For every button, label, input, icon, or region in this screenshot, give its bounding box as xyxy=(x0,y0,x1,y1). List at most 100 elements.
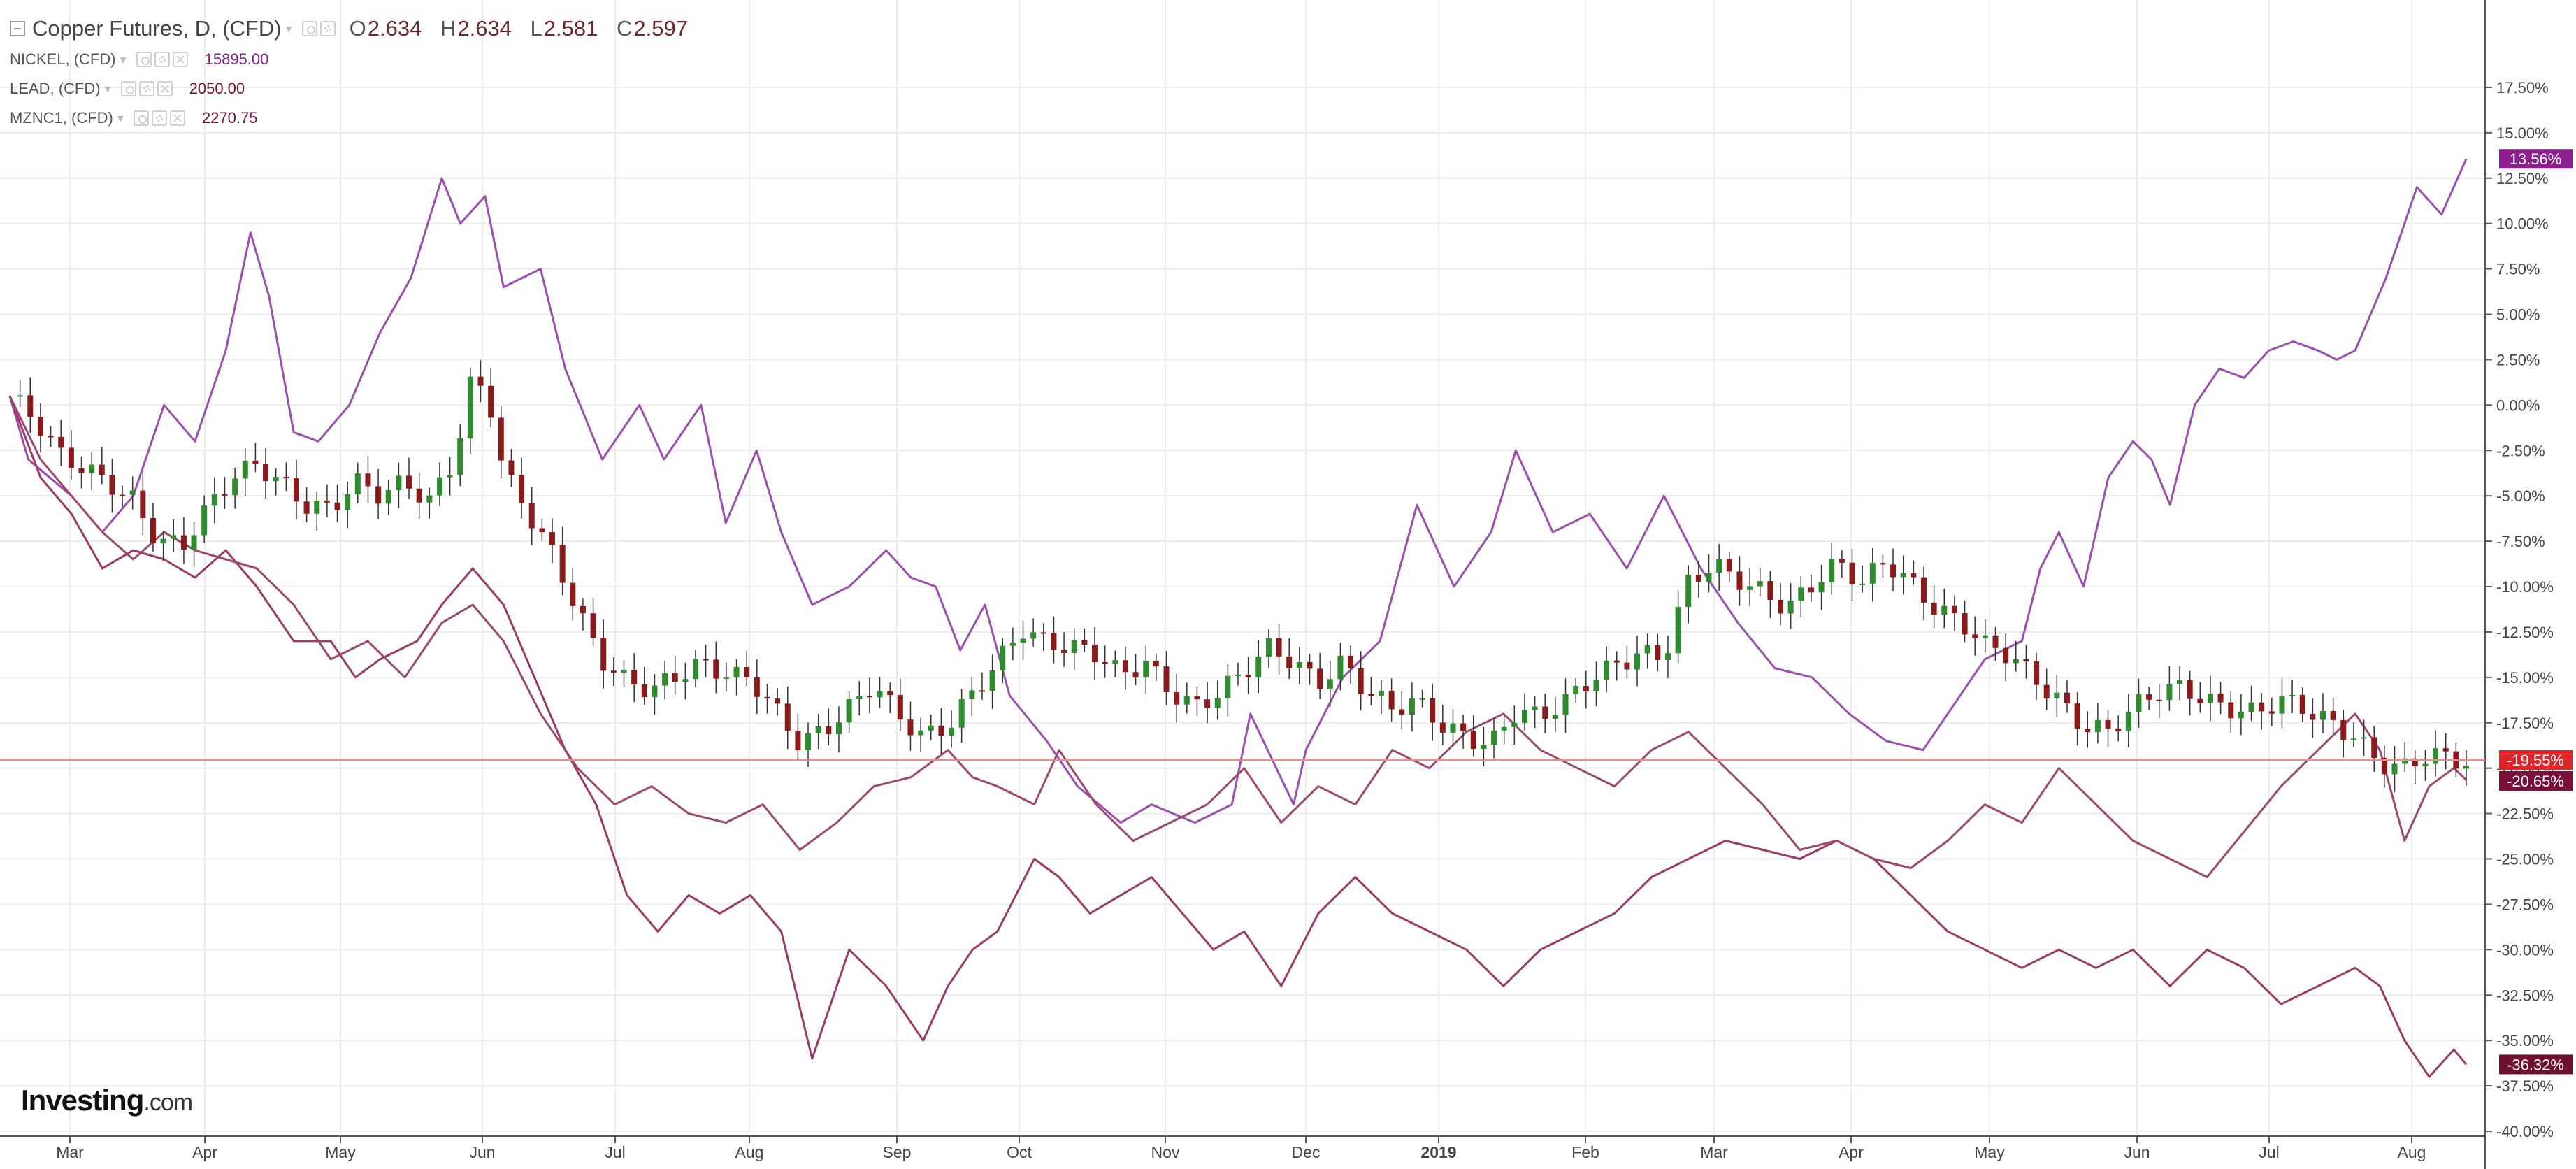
candle-body[interactable] xyxy=(498,417,504,461)
candle-body[interactable] xyxy=(78,468,85,473)
candle-body[interactable] xyxy=(1183,696,1190,705)
candle-body[interactable] xyxy=(1593,680,1599,691)
candle-body[interactable] xyxy=(2187,680,2193,699)
candle-body[interactable] xyxy=(1859,583,1866,585)
candle-body[interactable] xyxy=(2136,694,2142,712)
candle-body[interactable] xyxy=(1664,653,1671,660)
candle-body[interactable] xyxy=(1163,666,1170,692)
candle-body[interactable] xyxy=(345,494,351,510)
candle-body[interactable] xyxy=(1552,715,1558,719)
candle-body[interactable] xyxy=(1624,662,1630,670)
candle-body[interactable] xyxy=(2310,713,2316,720)
candle-body[interactable] xyxy=(775,698,781,704)
candle-body[interactable] xyxy=(2402,758,2408,764)
candle-body[interactable] xyxy=(171,535,177,539)
gear-icon[interactable] xyxy=(154,52,170,67)
candle-body[interactable] xyxy=(293,478,299,502)
candle-body[interactable] xyxy=(426,495,433,503)
candle-body[interactable] xyxy=(2361,737,2367,739)
candle-body[interactable] xyxy=(1941,605,1948,615)
candle-body[interactable] xyxy=(600,638,607,671)
candle-body[interactable] xyxy=(866,696,872,698)
candle-body[interactable] xyxy=(1102,662,1108,664)
candle-body[interactable] xyxy=(580,605,586,614)
candle-body[interactable] xyxy=(539,528,545,533)
candle-body[interactable] xyxy=(1787,601,1794,614)
candle-body[interactable] xyxy=(662,673,668,686)
candle-body[interactable] xyxy=(754,677,760,697)
candle-body[interactable] xyxy=(1900,573,1906,578)
candle-body[interactable] xyxy=(835,722,842,735)
candle-body[interactable] xyxy=(1716,559,1722,573)
chevron-down-icon[interactable]: ▾ xyxy=(104,81,111,96)
candle-body[interactable] xyxy=(1225,675,1231,698)
candle-body[interactable] xyxy=(713,659,719,679)
candle-body[interactable] xyxy=(1040,632,1046,634)
eye-icon[interactable] xyxy=(120,81,136,96)
candle-body[interactable] xyxy=(795,731,801,751)
candle-body[interactable] xyxy=(2320,710,2326,720)
close-icon[interactable] xyxy=(169,110,185,126)
legend-overlay-nickel[interactable]: NICKEL, (CFD) ▾ 15895.00 xyxy=(10,45,700,74)
candle-body[interactable] xyxy=(1132,672,1139,677)
candle-body[interactable] xyxy=(1521,710,1527,723)
candle-body[interactable] xyxy=(1112,660,1118,664)
candle-body[interactable] xyxy=(2094,719,2101,733)
candle-body[interactable] xyxy=(467,376,473,438)
candle-body[interactable] xyxy=(1194,696,1200,700)
candle-body[interactable] xyxy=(1214,698,1221,708)
candle-body[interactable] xyxy=(590,613,596,638)
candle-body[interactable] xyxy=(1265,638,1272,657)
candle-body[interactable] xyxy=(1204,699,1211,708)
candle-body[interactable] xyxy=(1920,577,1927,603)
candle-body[interactable] xyxy=(2023,659,2029,662)
candle-body[interactable] xyxy=(1348,655,1354,668)
candle-body[interactable] xyxy=(2217,693,2224,703)
series-line-nickel[interactable] xyxy=(8,158,2468,824)
candle-body[interactable] xyxy=(48,436,54,438)
candle-body[interactable] xyxy=(733,666,740,677)
candle-body[interactable] xyxy=(1481,745,1487,750)
candle-body[interactable] xyxy=(1450,723,1456,733)
candle-body[interactable] xyxy=(1644,645,1650,654)
candle-body[interactable] xyxy=(784,703,791,731)
eye-icon[interactable] xyxy=(133,110,149,126)
candle-body[interactable] xyxy=(354,473,361,494)
candle-body[interactable] xyxy=(1020,638,1026,643)
candle-body[interactable] xyxy=(2463,766,2469,769)
candle-body[interactable] xyxy=(897,695,903,720)
candle-body[interactable] xyxy=(2422,763,2429,767)
candle-body[interactable] xyxy=(140,490,146,518)
candle-body[interactable] xyxy=(744,666,750,677)
candle-body[interactable] xyxy=(2330,710,2336,720)
candle-body[interactable] xyxy=(2013,659,2019,664)
candle-body[interactable] xyxy=(1419,698,1425,700)
candle-body[interactable] xyxy=(1071,640,1077,653)
candle-body[interactable] xyxy=(2248,702,2254,712)
candle-body[interactable] xyxy=(314,500,320,514)
candle-body[interactable] xyxy=(610,670,617,673)
candle-body[interactable] xyxy=(2433,748,2439,764)
candle-body[interactable] xyxy=(2228,702,2234,719)
candle-body[interactable] xyxy=(1276,638,1282,657)
candle-body[interactable] xyxy=(99,464,105,475)
candle-body[interactable] xyxy=(641,684,647,698)
candle-body[interactable] xyxy=(764,696,770,699)
candle-body[interactable] xyxy=(1757,581,1763,587)
candle-body[interactable] xyxy=(1460,723,1467,731)
candle-body[interactable] xyxy=(519,475,525,503)
candle-body[interactable] xyxy=(692,659,698,680)
candle-body[interactable] xyxy=(1368,694,1374,696)
candle-body[interactable] xyxy=(1235,674,1241,676)
candle-body[interactable] xyxy=(180,535,187,550)
candle-body[interactable] xyxy=(1982,635,1988,638)
candle-body[interactable] xyxy=(907,719,914,736)
candle-body[interactable] xyxy=(1736,571,1743,590)
candle-body[interactable] xyxy=(1122,660,1128,673)
eye-icon[interactable] xyxy=(136,52,152,67)
candle-body[interactable] xyxy=(2003,647,2009,664)
candle-body[interactable] xyxy=(682,679,689,682)
candle-body[interactable] xyxy=(2177,680,2183,684)
candle-body[interactable] xyxy=(1818,582,1825,593)
candle-body[interactable] xyxy=(2268,711,2275,714)
